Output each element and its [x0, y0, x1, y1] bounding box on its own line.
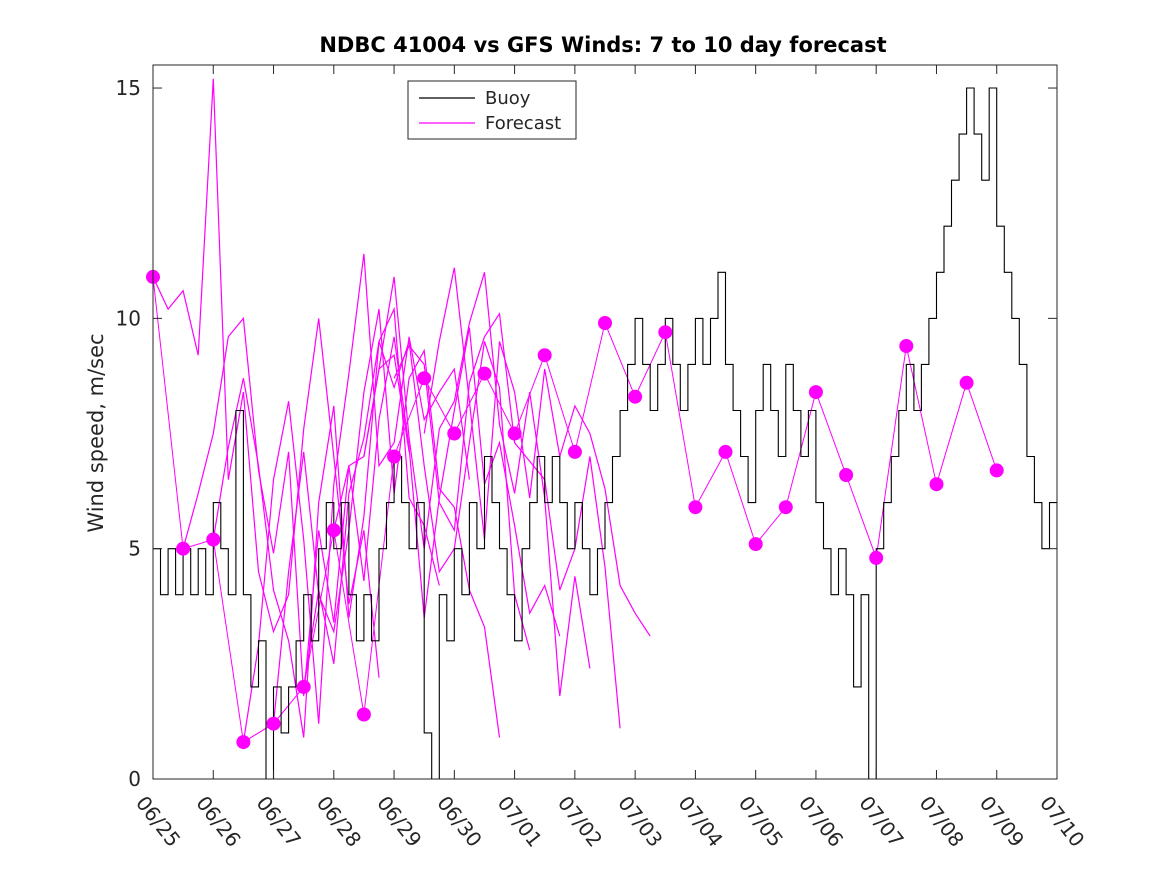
forecast-marker-point [477, 366, 492, 381]
forecast-marker-point [718, 444, 733, 459]
legend-box [407, 80, 577, 140]
forecast-marker-point [387, 449, 402, 464]
forecast-marker-point [899, 339, 914, 353]
forecast-marker-point [206, 532, 221, 547]
forecast-marker-point [236, 735, 251, 750]
forecast-marker-point [688, 500, 703, 515]
forecast-marker-point [658, 325, 673, 340]
forecast-marker-point [176, 541, 191, 556]
forecast-marker-point [567, 444, 582, 459]
forecast-marker-point [929, 477, 944, 492]
forecast-marker-point [326, 523, 341, 538]
forecast-marker-point [598, 316, 612, 330]
y-tick-label: 10 [116, 306, 141, 330]
legend-entry-label: Forecast [485, 113, 561, 134]
forecast-run-line [423, 267, 651, 637]
forecast-marker-point [989, 463, 1004, 478]
forecast-marker-point [537, 348, 552, 363]
y-tick-label: 15 [116, 76, 141, 100]
forecast-marker-point [839, 468, 854, 482]
forecast-marker-point [356, 707, 371, 722]
forecast-marker-point [628, 389, 643, 404]
forecast-marker-point [447, 426, 462, 441]
forecast-run-line [212, 306, 440, 738]
forecast-run-line [363, 272, 591, 697]
forecast-marker-point [417, 371, 432, 386]
forecast-marker-point [296, 679, 311, 694]
legend-entry-label: Buoy [485, 88, 531, 109]
forecast-marker-point [959, 375, 974, 390]
y-tick-label: 0 [128, 767, 141, 791]
chart-title: NDBC 41004 vs GFS Winds: 7 to 10 day for… [319, 33, 886, 57]
y-tick-label: 5 [128, 537, 141, 561]
buoy-series-line [153, 87, 1057, 779]
legend: Buoy Forecast [407, 80, 577, 140]
forecast-marker-point [808, 385, 823, 400]
plot-background [153, 65, 1057, 779]
y-axis-label: Wind speed, m/sec [84, 333, 108, 532]
plot-area [146, 65, 1057, 779]
forecast-marker-point [869, 550, 884, 565]
forecast-marker-point [266, 716, 281, 731]
forecast-marker-point [778, 500, 793, 515]
forecast-run-line [242, 253, 470, 743]
forecast-marker-point [748, 537, 763, 552]
axes-box [152, 64, 1058, 780]
forecast-marker-point [507, 426, 522, 441]
